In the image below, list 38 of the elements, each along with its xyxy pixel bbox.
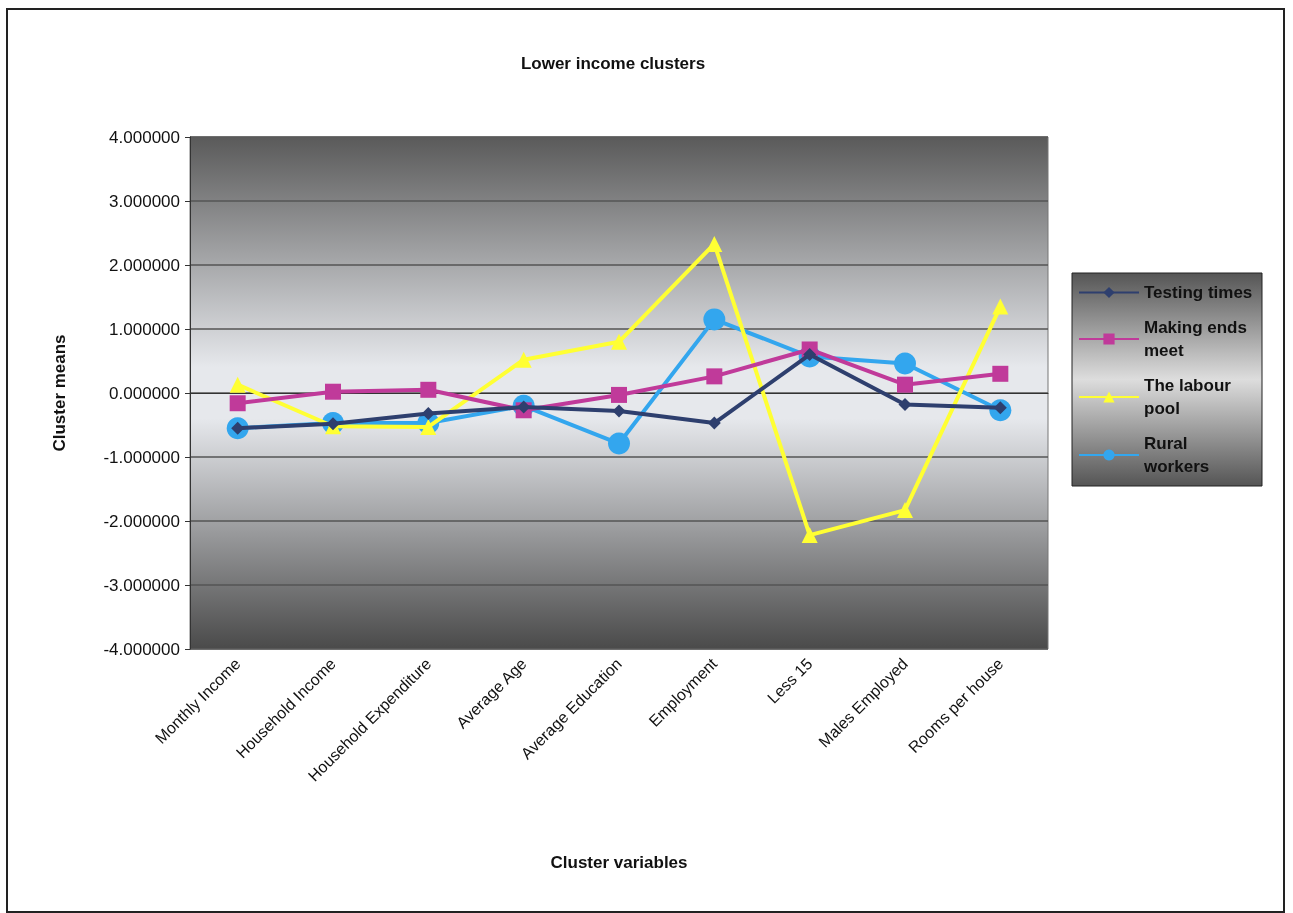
y-tick-label: 2.000000 [109,255,180,275]
point [515,351,532,368]
legend-label: The labour pool [1144,376,1236,418]
point [611,333,627,350]
point [706,368,723,385]
point [420,418,437,435]
point [707,416,721,430]
y-tick-label: 4.000000 [109,127,180,147]
point [608,432,630,455]
x-axis-title: Cluster variables [550,853,688,872]
chart-title: Lower income clusters [520,54,706,73]
point [229,376,246,393]
y-tick-label: -4.000000 [103,639,180,659]
point [611,386,627,403]
y-tick-label: 1.000000 [109,319,180,339]
point [703,308,726,331]
point [992,298,1009,315]
y-axis-title: Cluster means [50,334,69,452]
point [421,406,435,420]
point [612,404,626,418]
point [992,365,1009,382]
legend-label: Making ends meet [1144,318,1252,360]
y-tick-label: -1.000000 [103,447,180,467]
point [894,352,916,375]
point [801,527,818,544]
point [897,376,913,393]
y-tick-label: 3.000000 [109,191,180,211]
point [229,395,246,412]
point [706,235,723,252]
legend-label: Testing times [1144,283,1253,302]
legend-label: Rural workers [1143,434,1210,476]
point [420,381,437,398]
point [897,502,913,519]
point [325,383,341,400]
y-tick-label: -2.000000 [103,511,180,531]
point [898,398,912,412]
y-tick-label: 0.000000 [109,383,180,403]
y-tick-label: -3.000000 [103,575,180,595]
